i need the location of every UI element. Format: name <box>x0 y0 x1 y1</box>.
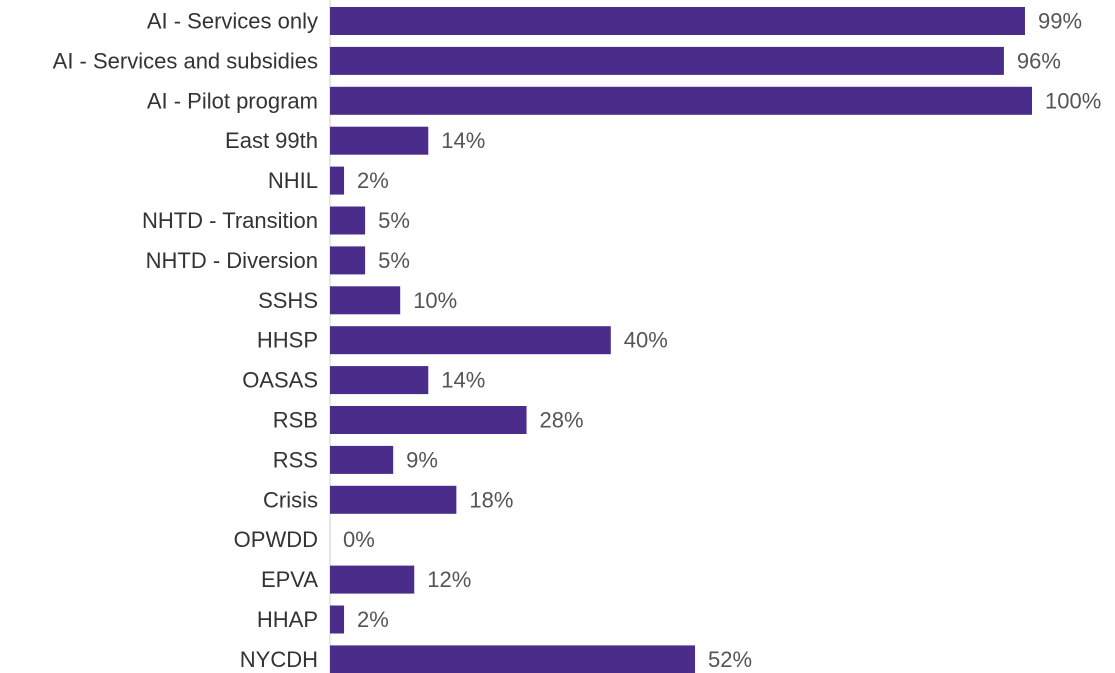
value-label-4: 2% <box>357 168 389 193</box>
category-label-0: AI - Services only <box>147 9 318 34</box>
bar-0 <box>330 7 1025 35</box>
bar-2 <box>330 86 1032 115</box>
bar-16 <box>330 645 696 673</box>
bar-3 <box>330 126 429 155</box>
bar-4 <box>330 166 345 195</box>
category-label-9: OASAS <box>242 368 318 393</box>
bar-14 <box>330 565 415 594</box>
value-label-16: 52% <box>708 647 752 672</box>
category-label-11: RSS <box>273 447 318 472</box>
category-label-15: HHAP <box>257 607 318 632</box>
value-label-13: 0% <box>343 527 375 552</box>
category-label-16: NYCDH <box>240 647 318 672</box>
category-label-14: EPVA <box>261 567 318 592</box>
bar-15 <box>330 605 345 634</box>
value-label-0: 99% <box>1038 9 1082 34</box>
bar-10 <box>330 406 527 434</box>
category-label-1: AI - Services and subsidies <box>53 48 318 73</box>
value-label-1: 96% <box>1017 48 1061 73</box>
category-label-5: NHTD - Transition <box>142 208 318 233</box>
category-label-3: East 99th <box>225 128 318 153</box>
value-label-9: 14% <box>441 368 485 393</box>
value-label-3: 14% <box>441 128 485 153</box>
value-label-15: 2% <box>357 607 389 632</box>
value-label-14: 12% <box>427 567 471 592</box>
category-label-10: RSB <box>273 408 318 433</box>
category-label-13: OPWDD <box>234 527 318 552</box>
value-label-5: 5% <box>378 208 410 233</box>
bar-7 <box>330 286 401 315</box>
category-labels-group: AI - Services only AI - Services and subs… <box>53 9 319 672</box>
category-label-12: Crisis <box>263 487 318 512</box>
value-label-8: 40% <box>624 328 668 353</box>
bar-8 <box>330 326 611 355</box>
value-label-12: 18% <box>469 487 513 512</box>
category-label-7: SSHS <box>258 288 318 313</box>
value-label-11: 9% <box>406 447 438 472</box>
bars-group <box>330 7 1032 673</box>
category-label-8: HHSP <box>257 328 318 353</box>
value-labels-group: 99%96%100%14%2%5%5%10%40%14%28%9%18%0%12… <box>343 9 1101 672</box>
bar-11 <box>330 445 394 474</box>
bar-12 <box>330 485 457 514</box>
category-label-4: NHIL <box>268 168 318 193</box>
value-label-6: 5% <box>378 248 410 273</box>
value-label-2: 100% <box>1045 88 1101 113</box>
bar-5 <box>330 206 366 235</box>
value-label-7: 10% <box>413 288 457 313</box>
value-label-10: 28% <box>540 408 584 433</box>
bar-1 <box>330 46 1004 75</box>
category-label-6: NHTD - Diversion <box>146 248 318 273</box>
bar-9 <box>330 366 429 395</box>
bar-6 <box>330 246 366 275</box>
category-label-2: AI - Pilot program <box>147 88 318 113</box>
